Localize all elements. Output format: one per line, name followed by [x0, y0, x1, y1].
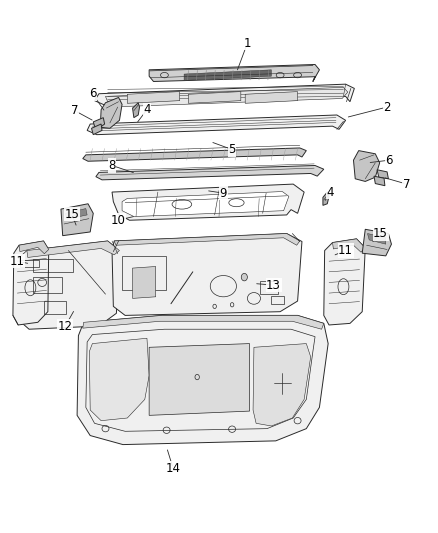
Polygon shape	[332, 239, 365, 252]
Polygon shape	[377, 169, 389, 179]
Polygon shape	[93, 118, 105, 131]
Polygon shape	[112, 233, 302, 316]
Text: 14: 14	[166, 462, 180, 475]
Polygon shape	[253, 344, 311, 426]
Polygon shape	[122, 191, 289, 216]
Polygon shape	[18, 241, 120, 329]
Text: 7: 7	[71, 104, 79, 117]
Text: 2: 2	[383, 101, 391, 114]
Text: 13: 13	[266, 279, 281, 292]
Polygon shape	[374, 176, 385, 185]
Polygon shape	[96, 165, 324, 180]
Polygon shape	[245, 92, 297, 103]
Polygon shape	[149, 344, 250, 415]
Text: 1: 1	[244, 37, 251, 50]
Text: 6: 6	[88, 87, 96, 100]
Polygon shape	[100, 98, 122, 128]
Polygon shape	[27, 241, 120, 257]
Text: 10: 10	[110, 214, 125, 227]
Polygon shape	[87, 115, 346, 135]
Polygon shape	[133, 266, 155, 298]
Polygon shape	[83, 316, 324, 329]
Text: 6: 6	[385, 154, 393, 167]
Polygon shape	[19, 241, 49, 254]
Polygon shape	[77, 316, 328, 445]
Polygon shape	[106, 87, 348, 107]
Polygon shape	[127, 92, 180, 103]
Polygon shape	[65, 208, 87, 219]
Text: 4: 4	[327, 185, 334, 199]
Polygon shape	[184, 70, 272, 80]
Polygon shape	[92, 124, 102, 135]
Polygon shape	[188, 92, 241, 103]
Polygon shape	[83, 148, 306, 161]
Text: 15: 15	[64, 208, 79, 221]
Bar	[122, 256, 166, 290]
Text: 9: 9	[219, 187, 227, 200]
Bar	[261, 281, 278, 294]
Bar	[44, 301, 66, 314]
Bar	[272, 296, 285, 304]
Text: 12: 12	[58, 320, 73, 333]
Polygon shape	[86, 329, 315, 431]
Text: 11: 11	[10, 255, 25, 268]
Ellipse shape	[241, 273, 247, 281]
Bar	[20, 260, 39, 266]
Text: 5: 5	[228, 143, 236, 156]
Polygon shape	[362, 229, 392, 256]
Polygon shape	[367, 233, 386, 244]
Bar	[33, 259, 73, 272]
Polygon shape	[13, 241, 49, 325]
Polygon shape	[323, 192, 329, 205]
Polygon shape	[112, 184, 304, 220]
Polygon shape	[114, 233, 300, 245]
Polygon shape	[133, 103, 140, 118]
Polygon shape	[353, 151, 380, 181]
Text: 7: 7	[403, 177, 410, 191]
Text: 15: 15	[373, 227, 388, 240]
Polygon shape	[89, 338, 149, 421]
Polygon shape	[149, 64, 319, 82]
Text: 8: 8	[108, 159, 116, 172]
Polygon shape	[95, 84, 354, 106]
Text: 4: 4	[143, 103, 151, 116]
Text: 11: 11	[338, 244, 353, 257]
Polygon shape	[61, 204, 93, 236]
Polygon shape	[324, 239, 365, 325]
Bar	[33, 277, 62, 293]
